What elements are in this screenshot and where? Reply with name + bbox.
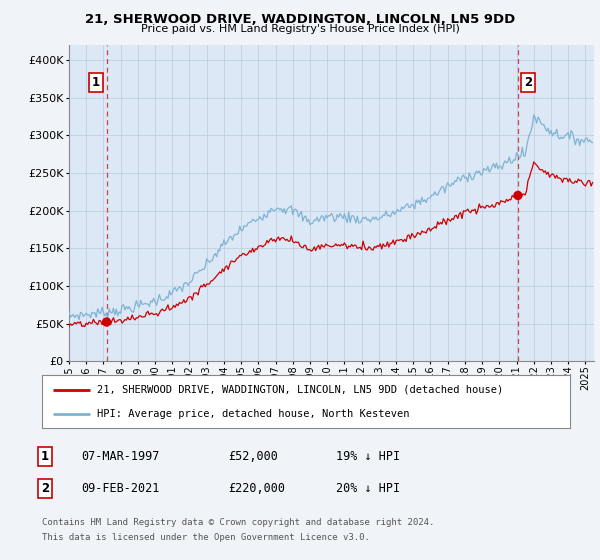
- Text: 2: 2: [524, 76, 532, 89]
- Point: [513, 191, 523, 200]
- Text: This data is licensed under the Open Government Licence v3.0.: This data is licensed under the Open Gov…: [42, 533, 370, 542]
- Text: 1: 1: [41, 450, 49, 463]
- Text: 07-MAR-1997: 07-MAR-1997: [81, 450, 160, 463]
- Text: 21, SHERWOOD DRIVE, WADDINGTON, LINCOLN, LN5 9DD (detached house): 21, SHERWOOD DRIVE, WADDINGTON, LINCOLN,…: [97, 385, 503, 395]
- Text: 20% ↓ HPI: 20% ↓ HPI: [336, 482, 400, 495]
- Point: [102, 318, 112, 326]
- Text: £52,000: £52,000: [228, 450, 278, 463]
- Text: 21, SHERWOOD DRIVE, WADDINGTON, LINCOLN, LN5 9DD: 21, SHERWOOD DRIVE, WADDINGTON, LINCOLN,…: [85, 13, 515, 26]
- Text: 2: 2: [41, 482, 49, 495]
- Text: HPI: Average price, detached house, North Kesteven: HPI: Average price, detached house, Nort…: [97, 409, 410, 419]
- Text: Contains HM Land Registry data © Crown copyright and database right 2024.: Contains HM Land Registry data © Crown c…: [42, 518, 434, 527]
- Text: 19% ↓ HPI: 19% ↓ HPI: [336, 450, 400, 463]
- Text: 09-FEB-2021: 09-FEB-2021: [81, 482, 160, 495]
- Text: £220,000: £220,000: [228, 482, 285, 495]
- Text: 1: 1: [92, 76, 100, 89]
- Text: Price paid vs. HM Land Registry's House Price Index (HPI): Price paid vs. HM Land Registry's House …: [140, 24, 460, 34]
